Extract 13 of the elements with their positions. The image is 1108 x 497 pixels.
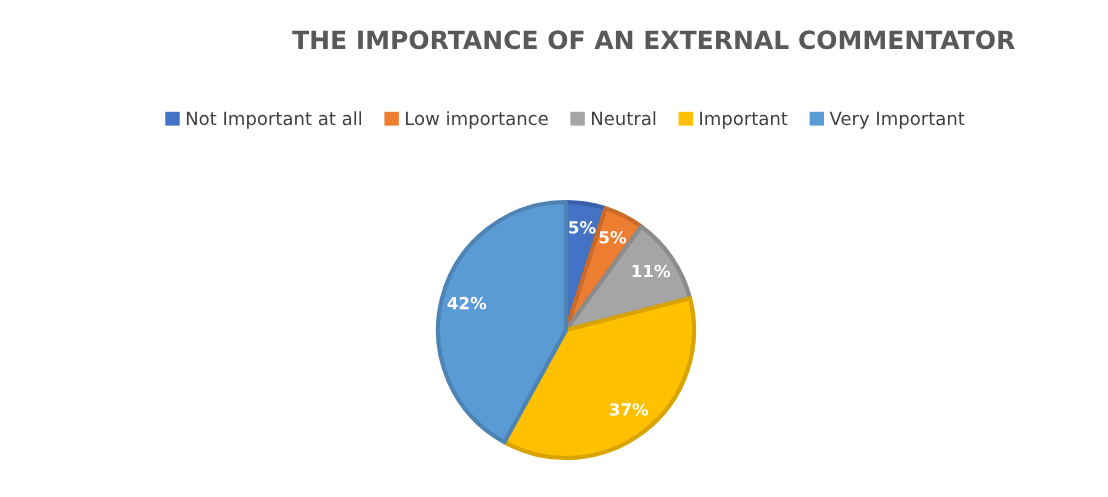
data-label: 37% bbox=[609, 403, 649, 416]
legend-label: Not Important at all bbox=[186, 111, 362, 129]
legend-label: Very Important bbox=[829, 111, 965, 129]
data-label: 11% bbox=[632, 264, 671, 278]
data-label: 5% bbox=[569, 221, 596, 234]
data-label: 5% bbox=[599, 230, 627, 244]
data-label: 42% bbox=[447, 296, 487, 310]
legend-label: Important bbox=[700, 111, 788, 129]
pie-slice bbox=[502, 296, 697, 461]
legend-label: Neutral bbox=[592, 111, 656, 126]
legend-label: Low importance bbox=[406, 111, 548, 129]
chart-title: THE IMPORTANCE OF AN EXTERNAL COMMENTATOR bbox=[292, 30, 1015, 50]
pie-slice bbox=[435, 199, 569, 445]
